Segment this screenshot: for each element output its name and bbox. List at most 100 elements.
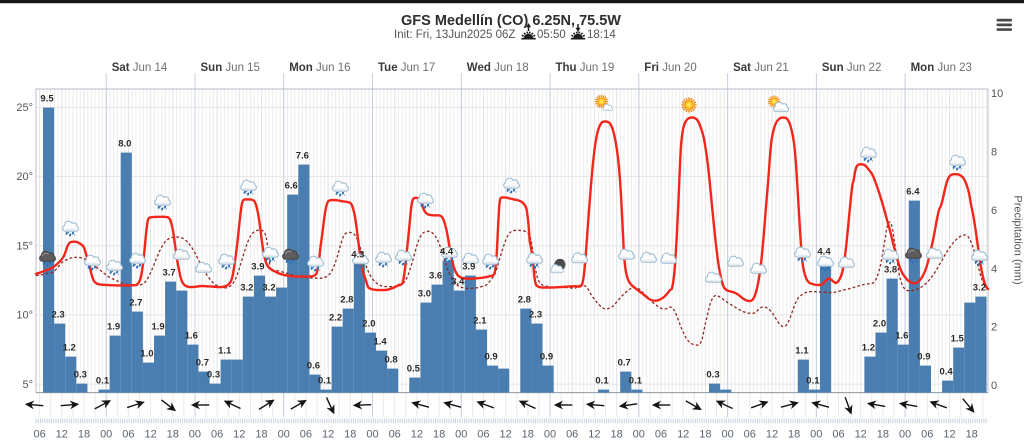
svg-text:2.0: 2.0 xyxy=(873,318,886,329)
svg-text:12: 12 xyxy=(766,429,778,441)
svg-text:18: 18 xyxy=(167,429,179,441)
svg-text:Sat Jun 21: Sat Jun 21 xyxy=(733,62,789,74)
svg-text:1.2: 1.2 xyxy=(862,342,875,353)
svg-text:00: 00 xyxy=(633,429,645,441)
svg-text:0.4: 0.4 xyxy=(939,366,953,377)
svg-text:20°: 20° xyxy=(16,171,33,183)
svg-text:0.3: 0.3 xyxy=(74,369,87,380)
svg-text:1.5: 1.5 xyxy=(951,333,965,344)
svg-text:Mon Jun 23: Mon Jun 23 xyxy=(911,62,972,74)
svg-text:2.0: 2.0 xyxy=(362,318,375,329)
svg-text:2.3: 2.3 xyxy=(529,309,542,320)
svg-text:0.9: 0.9 xyxy=(484,351,497,362)
svg-text:06: 06 xyxy=(832,429,844,441)
svg-text:4: 4 xyxy=(991,263,997,275)
svg-text:06: 06 xyxy=(566,429,578,441)
svg-text:00: 00 xyxy=(810,429,822,441)
svg-text:00: 00 xyxy=(899,429,911,441)
svg-text:0.1: 0.1 xyxy=(806,375,820,386)
svg-text:12: 12 xyxy=(677,429,689,441)
svg-text:2.8: 2.8 xyxy=(340,294,353,305)
svg-text:1.1: 1.1 xyxy=(218,345,232,356)
svg-text:1.6: 1.6 xyxy=(895,330,908,341)
svg-text:Init: Fri, 13Jun2025 06Z: Init: Fri, 13Jun2025 06Z xyxy=(394,29,515,41)
svg-text:0.3: 0.3 xyxy=(706,369,719,380)
svg-text:1.6: 1.6 xyxy=(185,330,198,341)
svg-text:06: 06 xyxy=(744,429,756,441)
svg-text:12: 12 xyxy=(943,429,955,441)
svg-text:3.7: 3.7 xyxy=(162,267,175,278)
svg-text:2: 2 xyxy=(991,322,997,334)
svg-text:0.6: 0.6 xyxy=(307,360,320,371)
svg-text:18: 18 xyxy=(788,429,800,441)
svg-text:15°: 15° xyxy=(16,241,33,253)
svg-text:18: 18 xyxy=(610,429,622,441)
svg-text:18:14: 18:14 xyxy=(587,29,616,41)
svg-text:1.9: 1.9 xyxy=(107,321,120,332)
svg-text:Sat Jun 14: Sat Jun 14 xyxy=(112,62,168,74)
svg-text:12: 12 xyxy=(233,429,245,441)
svg-text:0.1: 0.1 xyxy=(96,375,110,386)
svg-text:0.5: 0.5 xyxy=(407,363,421,374)
svg-text:Tue Jun 17: Tue Jun 17 xyxy=(378,62,435,74)
svg-text:1.4: 1.4 xyxy=(373,336,387,347)
svg-text:Precipitation (mm): Precipitation (mm) xyxy=(1012,195,1024,284)
svg-text:2.8: 2.8 xyxy=(518,294,531,305)
svg-text:0.7: 0.7 xyxy=(618,357,631,368)
svg-text:4.4: 4.4 xyxy=(817,246,831,257)
svg-text:12: 12 xyxy=(56,429,68,441)
svg-text:12: 12 xyxy=(322,429,334,441)
svg-text:25°: 25° xyxy=(16,102,33,114)
svg-text:00: 00 xyxy=(278,429,290,441)
svg-text:2.1: 2.1 xyxy=(473,315,487,326)
svg-text:0.1: 0.1 xyxy=(629,375,643,386)
svg-text:18: 18 xyxy=(877,429,889,441)
svg-text:18: 18 xyxy=(433,429,445,441)
svg-text:3.2: 3.2 xyxy=(240,282,253,293)
svg-text:12: 12 xyxy=(499,429,511,441)
svg-text:06: 06 xyxy=(211,429,223,441)
svg-text:2.2: 2.2 xyxy=(329,312,342,323)
svg-text:2.7: 2.7 xyxy=(129,297,142,308)
svg-text:18: 18 xyxy=(966,429,978,441)
svg-text:00: 00 xyxy=(189,429,201,441)
svg-text:Fri Jun 20: Fri Jun 20 xyxy=(644,62,696,74)
svg-text:00: 00 xyxy=(366,429,378,441)
svg-text:Sun Jun 15: Sun Jun 15 xyxy=(201,62,260,74)
svg-text:5°: 5° xyxy=(22,379,33,391)
svg-text:Mon Jun 16: Mon Jun 16 xyxy=(289,62,350,74)
svg-text:18: 18 xyxy=(78,429,90,441)
svg-text:Wed Jun 18: Wed Jun 18 xyxy=(467,62,529,74)
svg-text:06: 06 xyxy=(921,429,933,441)
svg-text:1.0: 1.0 xyxy=(140,348,153,359)
svg-text:0.7: 0.7 xyxy=(196,357,209,368)
svg-text:1.1: 1.1 xyxy=(795,345,809,356)
svg-text:3.4: 3.4 xyxy=(451,276,465,287)
svg-text:9.5: 9.5 xyxy=(40,93,54,104)
svg-text:3.0: 3.0 xyxy=(418,288,431,299)
svg-text:05:50: 05:50 xyxy=(537,29,566,41)
svg-text:6: 6 xyxy=(991,205,997,217)
svg-text:0.8: 0.8 xyxy=(384,354,397,365)
svg-text:12: 12 xyxy=(144,429,156,441)
svg-text:06: 06 xyxy=(300,429,312,441)
svg-text:06: 06 xyxy=(655,429,667,441)
svg-text:12: 12 xyxy=(855,429,867,441)
svg-text:06: 06 xyxy=(389,429,401,441)
svg-text:3.6: 3.6 xyxy=(429,270,442,281)
svg-text:18: 18 xyxy=(344,429,356,441)
svg-text:3.9: 3.9 xyxy=(251,261,264,272)
svg-text:10: 10 xyxy=(991,88,1003,100)
svg-text:00: 00 xyxy=(544,429,556,441)
svg-text:7.6: 7.6 xyxy=(296,150,309,161)
svg-text:1.9: 1.9 xyxy=(151,321,164,332)
svg-text:18: 18 xyxy=(255,429,267,441)
svg-text:4.4: 4.4 xyxy=(440,246,454,257)
svg-text:1.2: 1.2 xyxy=(63,342,76,353)
svg-text:Thu Jun 19: Thu Jun 19 xyxy=(556,62,615,74)
svg-text:3.2: 3.2 xyxy=(262,282,275,293)
svg-text:06: 06 xyxy=(477,429,489,441)
svg-text:GFS Medellín (CO) 6.25N, 75.5W: GFS Medellín (CO) 6.25N, 75.5W xyxy=(401,13,621,29)
svg-text:2.3: 2.3 xyxy=(51,309,64,320)
svg-text:3.8: 3.8 xyxy=(884,264,897,275)
